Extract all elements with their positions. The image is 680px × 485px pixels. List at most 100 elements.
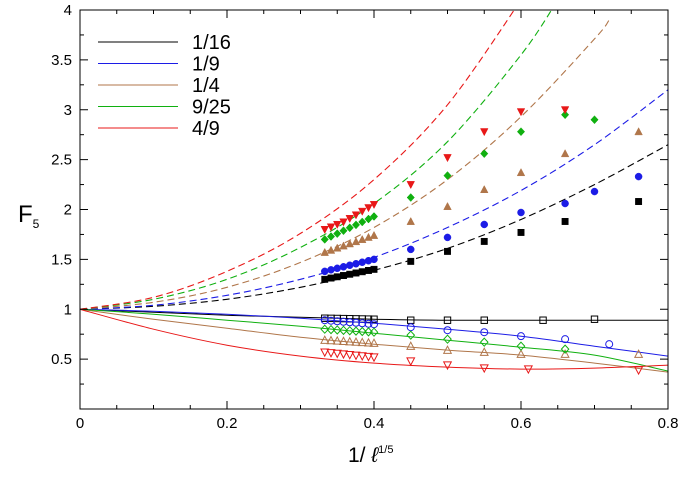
data-point-lower-1-9 — [406, 323, 415, 332]
data-point-upper-1-9 — [339, 263, 348, 271]
data-point-lower-1-9 — [345, 318, 354, 327]
x-tick-label: 0.8 — [658, 415, 679, 432]
x-axis-label-ell: ℓ — [370, 444, 379, 467]
data-point-upper-4-9 — [480, 128, 489, 137]
data-point-upper-1-9 — [407, 245, 415, 254]
data-point-upper-1-4 — [443, 201, 452, 210]
y-tick-label: 1.5 — [51, 251, 72, 268]
data-point-upper-1-16 — [346, 270, 354, 278]
data-point-upper-1-4 — [480, 185, 489, 193]
data-point-upper-1-16 — [480, 237, 488, 245]
data-point-upper-1-4 — [560, 149, 570, 158]
x-tick-label: 0.4 — [364, 415, 385, 432]
lower-curve-1-4 — [80, 308, 668, 373]
legend-label: 1/16 — [192, 32, 231, 54]
data-point-upper-9-25 — [345, 223, 354, 233]
data-point-upper-1-9 — [561, 199, 569, 208]
data-point-lower-1-9 — [333, 317, 342, 326]
data-point-upper-4-9 — [443, 154, 452, 163]
data-point-upper-4-9 — [369, 201, 379, 210]
data-point-lower-4-9 — [326, 349, 336, 358]
data-point-lower-1-4 — [351, 336, 361, 346]
data-point-upper-1-16 — [370, 265, 378, 273]
data-point-upper-9-25 — [443, 171, 452, 180]
data-point-upper-4-9 — [345, 215, 354, 224]
x-tick-label: 0.6 — [511, 415, 532, 432]
data-point-lower-1-4 — [369, 338, 379, 347]
data-point-upper-1-16 — [333, 273, 341, 281]
data-point-upper-9-25 — [326, 232, 336, 241]
data-point-lower-9-25 — [560, 344, 570, 354]
lower-curve-1-16 — [80, 308, 668, 321]
data-point-lower-1-9 — [320, 316, 329, 325]
data-point-lower-1-4 — [560, 349, 570, 358]
data-point-upper-1-16 — [635, 198, 643, 205]
data-point-upper-1-16 — [444, 247, 451, 255]
data-point-lower-9-25 — [320, 324, 330, 334]
data-point-upper-9-25 — [561, 110, 570, 120]
data-point-upper-4-9 — [560, 106, 570, 115]
legend-label: 1/9 — [192, 54, 220, 76]
data-point-upper-1-9 — [352, 260, 360, 268]
data-point-lower-1-4 — [406, 341, 416, 350]
data-point-lower-1-4 — [338, 336, 349, 346]
data-point-upper-9-25 — [333, 229, 342, 238]
lower-curve-9-25 — [80, 308, 668, 372]
data-point-upper-1-16 — [561, 218, 569, 225]
data-point-lower-1-9 — [517, 332, 525, 341]
data-point-lower-1-9 — [605, 340, 614, 349]
y-tick-label: 3.5 — [51, 52, 72, 69]
data-point-lower-1-4 — [326, 335, 336, 345]
data-point-upper-1-4 — [345, 239, 354, 248]
data-point-upper-4-9 — [339, 218, 348, 227]
data-point-upper-1-4 — [351, 237, 361, 246]
data-point-lower-1-4 — [442, 345, 453, 354]
axes: 0 0.2 0.4 0.6 0.8 0.5 1 1.5 2 2.5 3 3.5 4 — [51, 2, 678, 432]
data-point-upper-9-25 — [320, 235, 329, 244]
data-point-upper-4-9 — [326, 223, 336, 232]
data-point-upper-1-9 — [517, 208, 525, 217]
legend-entry: 9/25 — [98, 97, 231, 119]
data-point-upper-1-16 — [340, 272, 347, 279]
x-tick-label: 0.2 — [217, 415, 238, 432]
data-point-lower-4-9 — [406, 357, 416, 367]
legend-entry: 4/9 — [98, 118, 220, 140]
y-axis-label: F5 — [18, 201, 40, 231]
data-point-lower-4-9 — [345, 350, 355, 360]
data-point-upper-1-16 — [517, 228, 525, 236]
data-point-lower-1-16 — [590, 315, 599, 323]
data-point-lower-1-4 — [633, 349, 644, 358]
data-point-upper-1-4 — [358, 234, 367, 243]
data-point-lower-1-9 — [480, 328, 489, 337]
data-point-upper-9-25 — [351, 220, 361, 230]
y-axis-label-subscript: 5 — [33, 217, 40, 231]
data-point-lower-9-25 — [351, 326, 361, 336]
y-tick-label: 1 — [64, 301, 72, 318]
legend-entry: 1/9 — [98, 54, 220, 76]
data-point-upper-1-4 — [326, 245, 336, 254]
data-point-upper-1-4 — [339, 241, 348, 250]
data-point-upper-4-9 — [516, 108, 526, 117]
upper-curve-1-9 — [80, 89, 668, 310]
data-point-upper-1-16 — [407, 257, 415, 265]
data-point-lower-1-4 — [345, 336, 355, 346]
data-point-lower-9-25 — [443, 334, 452, 344]
data-point-upper-9-25 — [480, 149, 489, 159]
data-point-upper-1-9 — [327, 266, 335, 274]
data-point-lower-4-9 — [338, 350, 349, 360]
data-point-upper-9-25 — [358, 217, 367, 227]
data-point-upper-1-4 — [369, 230, 379, 239]
data-point-upper-1-9 — [345, 261, 354, 270]
series-1-4 — [80, 19, 668, 373]
data-point-lower-4-9 — [351, 351, 361, 361]
upper-curve-1-4 — [80, 19, 610, 310]
data-point-lower-4-9 — [633, 366, 644, 376]
data-point-lower-1-9 — [561, 335, 570, 344]
data-point-lower-1-16 — [443, 316, 452, 324]
data-point-lower-9-25 — [516, 341, 526, 351]
data-point-lower-1-4 — [363, 337, 374, 347]
data-point-upper-9-25 — [369, 212, 379, 221]
x-tick-label: 0 — [76, 415, 84, 432]
plot-frame — [79, 9, 669, 410]
